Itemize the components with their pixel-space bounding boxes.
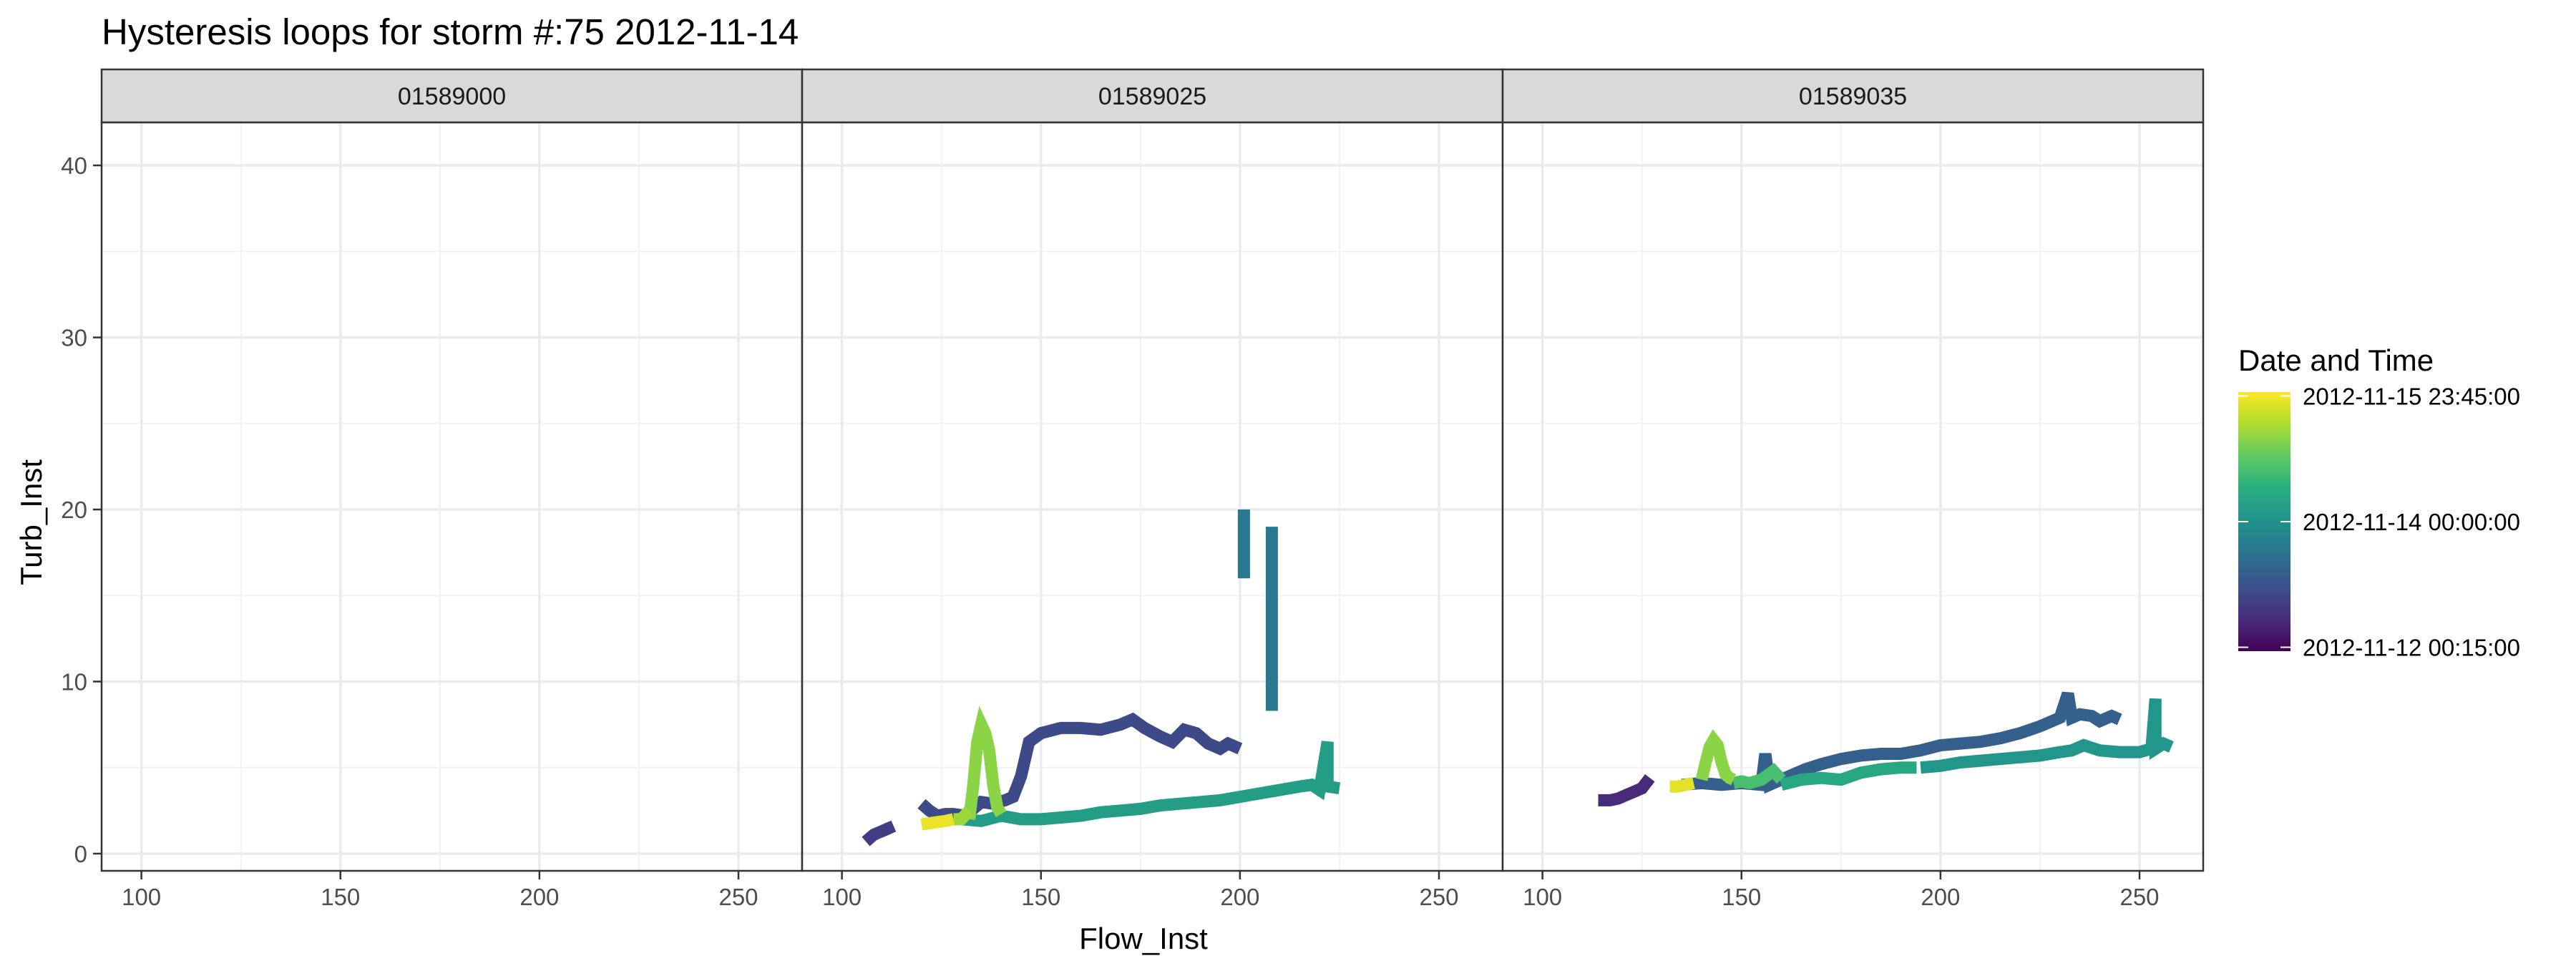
- x-tick-label: 100: [122, 884, 161, 910]
- x-tick-label: 100: [1523, 884, 1562, 910]
- series-line: [953, 806, 974, 826]
- series-line: [1598, 774, 1655, 806]
- legend-label: 2012-11-12 00:15:00: [2303, 635, 2520, 661]
- panel-01589025: 01589025 100 150 200 250: [801, 68, 1504, 910]
- facet-strip-label: 01589025: [1098, 83, 1206, 110]
- legend-label: 2012-11-15 23:45:00: [2303, 383, 2520, 409]
- facet-strip-label: 01589035: [1799, 83, 1907, 110]
- panel-01589035: 01589035 100 150 200 250: [1501, 68, 2205, 910]
- x-tick-label: 100: [822, 884, 862, 910]
- legend-title: Date and Time: [2238, 343, 2434, 377]
- series-line: [1920, 698, 2174, 774]
- x-tick-label: 200: [519, 884, 559, 910]
- panel-background: [102, 122, 802, 871]
- x-tick-label: 150: [321, 884, 360, 910]
- facet-strip-label: 01589000: [398, 83, 506, 110]
- x-tick-label: 250: [2119, 884, 2159, 910]
- chart-title: Hysteresis loops for storm #:75 2012-11-…: [102, 11, 799, 52]
- x-tick-label: 150: [1722, 884, 1761, 910]
- y-tick-label: 40: [61, 152, 87, 179]
- panel-01589000: 01589000 100 150 200 250 0 10 20 30 40: [61, 68, 804, 910]
- x-tick-label: 200: [1921, 884, 1960, 910]
- series-line: [1732, 763, 1786, 790]
- facet-strip: [1501, 68, 2205, 124]
- x-tick-label: 250: [718, 884, 758, 910]
- y-tick-label: 10: [61, 668, 87, 695]
- series-line: [862, 820, 897, 847]
- facet-strip: [100, 68, 804, 124]
- series-line: [1681, 691, 2122, 794]
- panels: 01589000 100 150 200 250 0 10 20 30 40 01589025 100…: [61, 68, 2205, 910]
- x-tick-label: 200: [1220, 884, 1259, 910]
- legend-ticks: 2012-11-15 23:45:00 2012-11-14 00:00:00 20…: [2238, 383, 2520, 661]
- y-axis-title: Turb_Inst: [14, 459, 48, 585]
- series-line: [1780, 761, 1917, 791]
- y-tick-label: 0: [74, 841, 87, 867]
- x-tick-label: 250: [1419, 884, 1458, 910]
- x-axis-title: Flow_Inst: [1079, 922, 1208, 955]
- y-tick-label: 20: [61, 497, 87, 523]
- legend: Date and Time 2012-11-15 23:45:002012-11…: [2238, 343, 2520, 661]
- series-line: [960, 741, 1341, 827]
- facet-strip: [801, 68, 1504, 124]
- x-tick-label: 150: [1021, 884, 1060, 910]
- legend-label: 2012-11-14 00:00:00: [2303, 509, 2520, 535]
- panel-background: [802, 122, 1503, 871]
- series-line: [963, 706, 1007, 820]
- series-line: [1669, 777, 1695, 793]
- series-line: [920, 813, 955, 831]
- y-tick-label: 30: [61, 325, 87, 351]
- series-line: [1695, 729, 1736, 786]
